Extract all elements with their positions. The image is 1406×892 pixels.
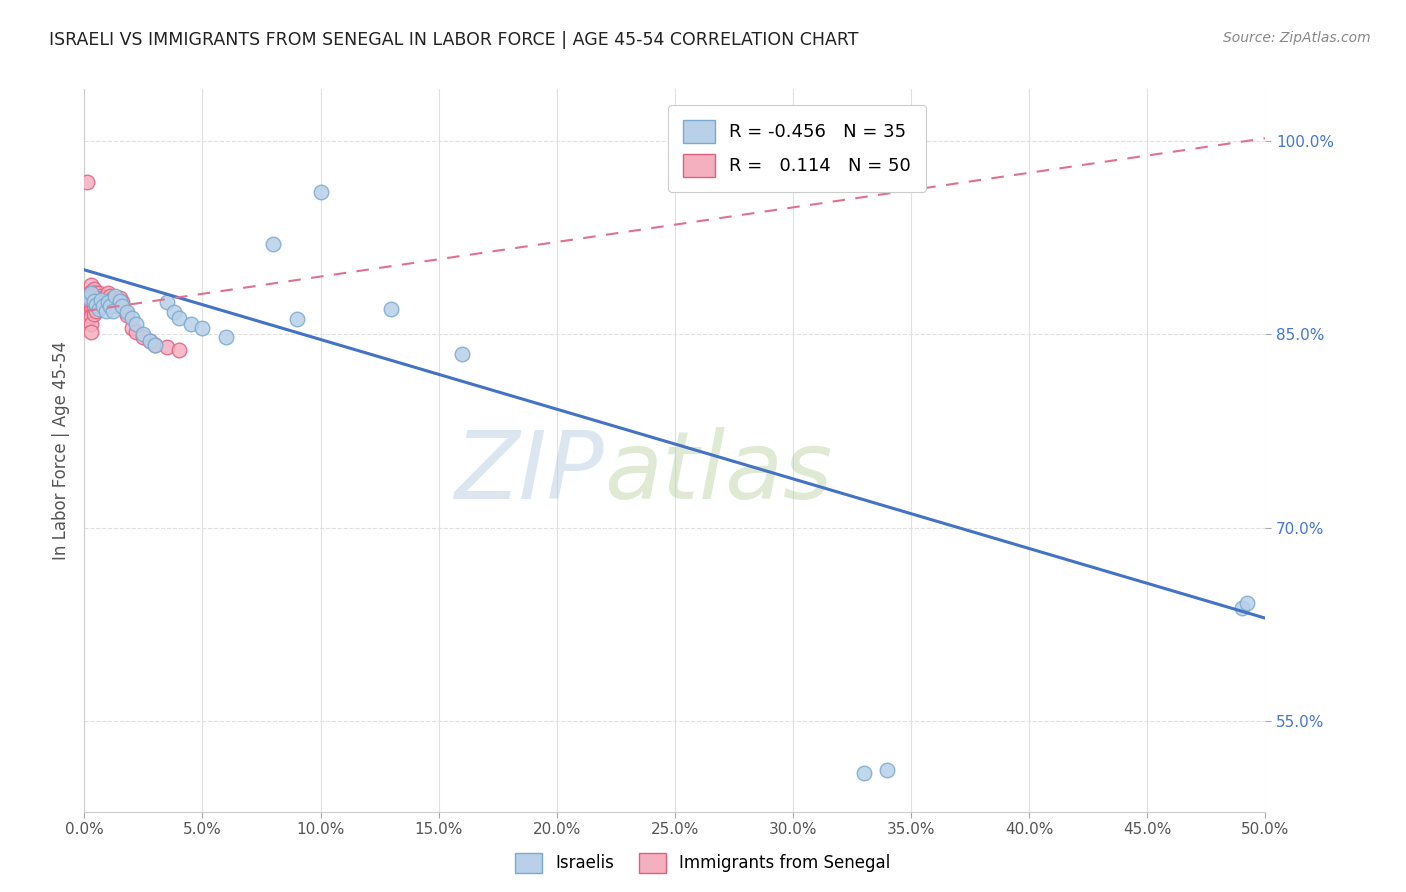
Point — [83, 293, 105, 308]
Point — [108, 291, 131, 305]
Point — [94, 291, 117, 305]
Point — [97, 295, 120, 310]
Point — [77, 286, 100, 301]
Point — [262, 237, 284, 252]
Point — [852, 766, 875, 780]
Point — [84, 286, 107, 301]
Point — [83, 286, 105, 301]
Point — [101, 304, 124, 318]
Point — [143, 337, 166, 351]
Point — [91, 299, 114, 313]
Point — [77, 293, 100, 307]
Point — [180, 317, 202, 331]
Point — [83, 307, 105, 321]
Point — [83, 291, 105, 305]
Point — [451, 347, 474, 361]
Point — [87, 299, 110, 313]
Point — [83, 301, 105, 316]
Point — [132, 330, 155, 344]
Point — [84, 298, 107, 312]
Point — [90, 293, 112, 307]
Point — [80, 299, 103, 313]
Point — [215, 330, 238, 344]
Point — [97, 286, 120, 301]
Point — [98, 299, 121, 313]
Point — [156, 340, 179, 354]
Point — [80, 291, 103, 305]
Point — [121, 310, 143, 325]
Point — [115, 308, 138, 322]
Point — [139, 334, 162, 348]
Point — [90, 295, 112, 310]
Point — [111, 299, 134, 313]
Point — [132, 327, 155, 342]
Point — [125, 325, 148, 339]
Point — [125, 317, 148, 331]
Point — [91, 298, 114, 312]
Point — [94, 304, 117, 318]
Point — [1230, 600, 1253, 615]
Point — [76, 301, 98, 316]
Text: ISRAELI VS IMMIGRANTS FROM SENEGAL IN LABOR FORCE | AGE 45-54 CORRELATION CHART: ISRAELI VS IMMIGRANTS FROM SENEGAL IN LA… — [49, 31, 859, 49]
Point — [76, 175, 98, 189]
Point — [77, 311, 100, 326]
Text: Source: ZipAtlas.com: Source: ZipAtlas.com — [1223, 31, 1371, 45]
Point — [104, 288, 127, 302]
Point — [80, 304, 103, 318]
Point — [83, 296, 105, 310]
Point — [87, 286, 110, 301]
Point — [80, 285, 103, 299]
Point — [77, 291, 100, 305]
Legend: R = -0.456   N = 35, R =   0.114   N = 50: R = -0.456 N = 35, R = 0.114 N = 50 — [668, 105, 925, 192]
Point — [380, 301, 402, 316]
Point — [97, 293, 120, 308]
Point — [101, 291, 124, 305]
Point — [108, 293, 131, 308]
Point — [84, 304, 107, 318]
Point — [876, 764, 898, 778]
Point — [163, 305, 186, 319]
Point — [285, 311, 308, 326]
Point — [83, 282, 105, 296]
Point — [191, 321, 214, 335]
Point — [80, 325, 103, 339]
Point — [87, 291, 110, 305]
Y-axis label: In Labor Force | Age 45-54: In Labor Force | Age 45-54 — [52, 341, 70, 560]
Legend: Israelis, Immigrants from Senegal: Israelis, Immigrants from Senegal — [509, 847, 897, 880]
Point — [80, 310, 103, 324]
Point — [90, 288, 112, 302]
Point — [77, 304, 100, 318]
Point — [167, 310, 190, 325]
Point — [80, 286, 103, 301]
Point — [84, 293, 107, 307]
Point — [77, 298, 100, 312]
Point — [87, 301, 110, 316]
Text: ZIP: ZIP — [454, 426, 605, 517]
Point — [143, 337, 166, 351]
Point — [91, 291, 114, 305]
Point — [115, 305, 138, 319]
Point — [107, 299, 129, 313]
Point — [80, 317, 103, 331]
Point — [139, 334, 162, 348]
Point — [76, 295, 98, 310]
Point — [156, 295, 179, 310]
Point — [309, 186, 332, 200]
Point — [167, 343, 190, 357]
Point — [121, 321, 143, 335]
Text: atlas: atlas — [605, 426, 832, 517]
Point — [104, 296, 127, 310]
Point — [98, 288, 121, 302]
Point — [1236, 596, 1258, 610]
Point — [80, 278, 103, 293]
Point — [84, 298, 107, 312]
Point — [111, 295, 134, 310]
